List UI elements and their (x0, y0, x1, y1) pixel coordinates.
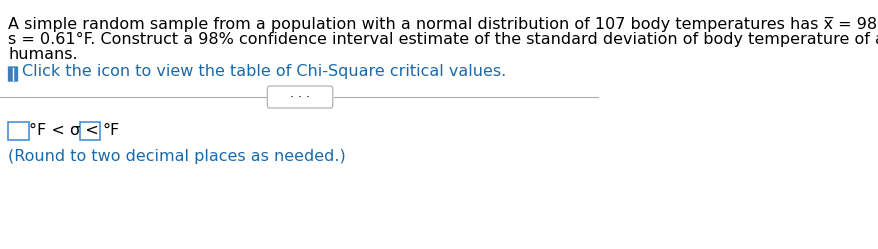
Text: s = 0.61°F. Construct a 98% confidence interval estimate of the standard deviati: s = 0.61°F. Construct a 98% confidence i… (8, 32, 878, 47)
FancyBboxPatch shape (8, 66, 18, 82)
FancyBboxPatch shape (267, 86, 333, 108)
Text: A simple random sample from a population with a normal distribution of 107 body : A simple random sample from a population… (8, 17, 878, 32)
Text: Click the icon to view the table of Chi-Square critical values.: Click the icon to view the table of Chi-… (22, 63, 506, 78)
Text: humans.: humans. (8, 47, 78, 62)
Text: · · ·: · · · (290, 90, 310, 104)
FancyBboxPatch shape (8, 122, 29, 140)
Text: °F < σ <: °F < σ < (29, 123, 98, 137)
FancyBboxPatch shape (80, 122, 100, 140)
Text: (Round to two decimal places as needed.): (Round to two decimal places as needed.) (8, 149, 346, 164)
Text: °F: °F (102, 123, 119, 137)
